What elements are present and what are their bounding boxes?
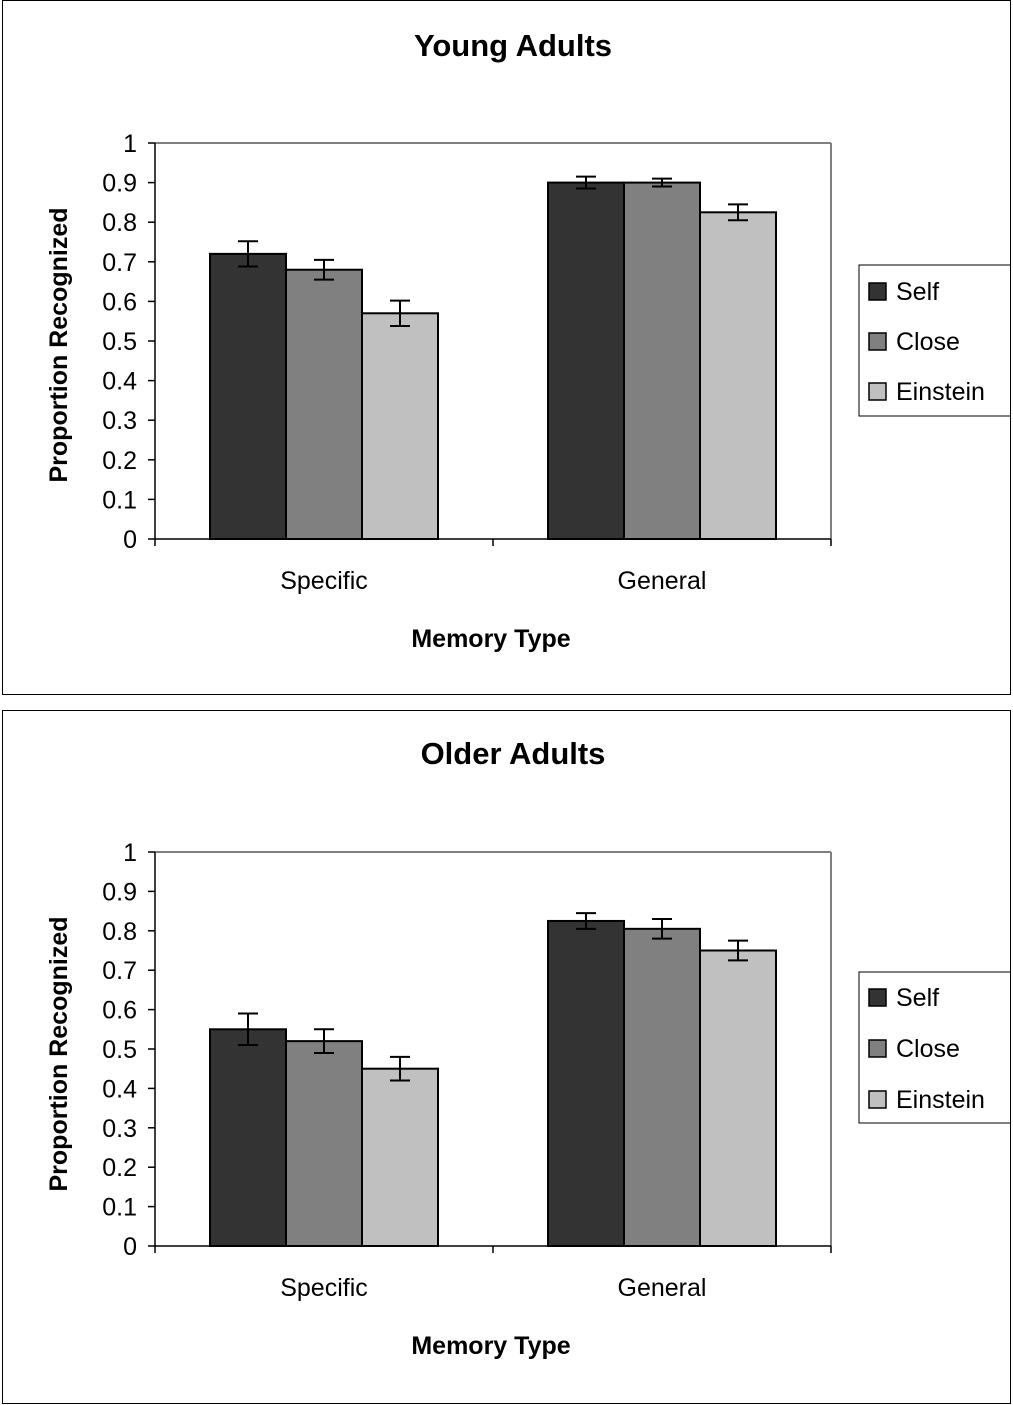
legend-label-close: Close bbox=[896, 1035, 960, 1063]
plot-area: 0 0.1 0.2 0.3 0.4 0.5 0.6 0.7 0.8 0.9 1 Specific Gen… bbox=[102, 130, 832, 595]
bar-close-general bbox=[623, 181, 701, 540]
y-tick-label: 0.8 bbox=[102, 209, 137, 237]
legend-swatch-close bbox=[868, 1039, 887, 1058]
x-category-label: Specific bbox=[280, 567, 368, 595]
legend-label-self: Self bbox=[896, 278, 939, 306]
bar-einstein-specific bbox=[361, 1067, 439, 1248]
bar-einstein-specific bbox=[361, 312, 439, 540]
bar-einstein-general bbox=[699, 211, 777, 541]
y-tick-label: 0.9 bbox=[102, 878, 137, 906]
bar-einstein-general bbox=[699, 949, 777, 1247]
legend: Self Close Einstein bbox=[868, 984, 985, 1114]
x-axis-title: Memory Type bbox=[411, 625, 570, 653]
legend-swatch-close bbox=[868, 332, 887, 351]
bar-self-specific bbox=[209, 252, 287, 540]
x-category-label: General bbox=[618, 567, 707, 595]
y-tick-label: 0.5 bbox=[102, 1036, 137, 1064]
legend-label-self: Self bbox=[896, 984, 939, 1012]
bar-close-general bbox=[623, 927, 701, 1248]
y-tick-label: 0.3 bbox=[102, 1115, 137, 1143]
y-tick-label: 0.6 bbox=[102, 288, 137, 316]
legend-swatch-einstein bbox=[868, 1090, 887, 1109]
x-category-label: General bbox=[618, 1274, 707, 1302]
bar-close-specific bbox=[285, 1040, 363, 1247]
bar-close-specific bbox=[285, 268, 363, 540]
chart-title: Young Adults bbox=[414, 28, 612, 63]
y-axis-title: Proportion Recognized bbox=[45, 917, 73, 1192]
y-tick-label: 0.1 bbox=[102, 1194, 137, 1222]
bar-self-general bbox=[547, 919, 625, 1247]
y-tick-label: 0.7 bbox=[102, 249, 137, 277]
x-axis-title: Memory Type bbox=[411, 1332, 570, 1360]
y-tick-label: 0.2 bbox=[102, 1154, 137, 1182]
y-tick-label: 0 bbox=[123, 1233, 137, 1261]
plot-area: 0 0.1 0.2 0.3 0.4 0.5 0.6 0.7 0.8 0.9 1 Specific Gen… bbox=[102, 839, 832, 1302]
legend-label-einstein: Einstein bbox=[896, 378, 985, 406]
y-tick-label: 0.6 bbox=[102, 997, 137, 1025]
bar-self-specific bbox=[209, 1028, 287, 1247]
y-tick-label: 0.3 bbox=[102, 407, 137, 435]
bar-self-general bbox=[547, 181, 625, 540]
chart-title: Older Adults bbox=[421, 736, 606, 771]
y-tick-label: 0.2 bbox=[102, 447, 137, 475]
y-tick-label: 0.4 bbox=[102, 1075, 137, 1103]
legend-swatch-self bbox=[868, 282, 887, 301]
x-category-label: Specific bbox=[280, 1274, 368, 1302]
legend: Self Close Einstein bbox=[868, 278, 985, 406]
y-tick-label: 0 bbox=[123, 526, 137, 554]
y-tick-label: 0.7 bbox=[102, 957, 137, 985]
chart-young-adults: Young Adults Proportion Recognized Memor… bbox=[45, 28, 1010, 653]
y-tick-label: 0.4 bbox=[102, 368, 137, 396]
legend-swatch-self bbox=[868, 988, 887, 1007]
y-tick-label: 1 bbox=[123, 130, 137, 158]
y-axis-title: Proportion Recognized bbox=[45, 208, 73, 483]
legend-label-close: Close bbox=[896, 328, 960, 356]
y-tick-label: 1 bbox=[123, 839, 137, 867]
y-tick-label: 0.9 bbox=[102, 170, 137, 198]
y-tick-label: 0.1 bbox=[102, 486, 137, 514]
legend-label-einstein: Einstein bbox=[896, 1086, 985, 1114]
chart-older-adults: Older Adults Proportion Recognized Memor… bbox=[45, 736, 1010, 1360]
legend-swatch-einstein bbox=[868, 382, 887, 401]
chart-panel-young: Young Adults Proportion Recognized Memor… bbox=[2, 0, 1011, 695]
y-tick-label: 0.8 bbox=[102, 918, 137, 946]
y-tick-label: 0.5 bbox=[102, 328, 137, 356]
chart-panel-older: Older Adults Proportion Recognized Memor… bbox=[2, 710, 1011, 1404]
